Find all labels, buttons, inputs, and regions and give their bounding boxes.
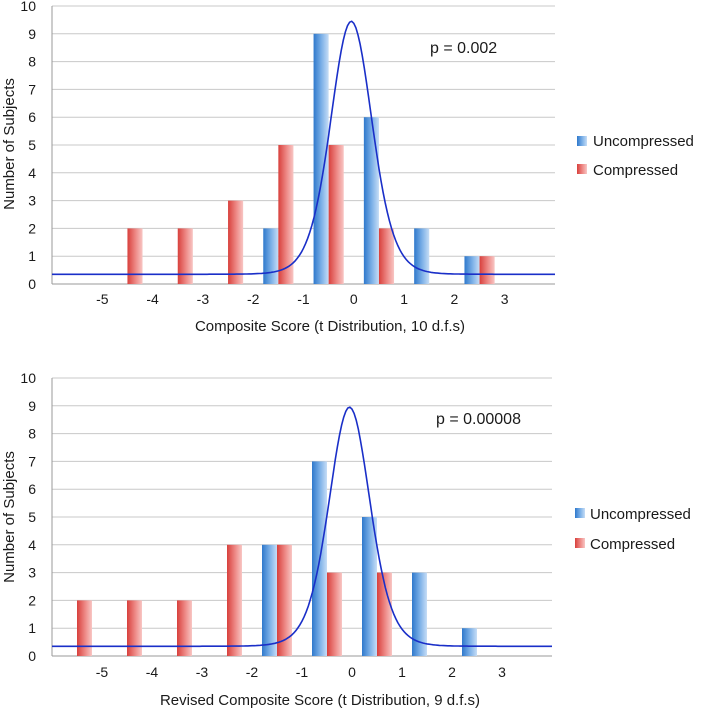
y-tick-label: 5 [28,137,36,153]
y-axis-title: Number of Subjects [1,451,18,583]
y-tick-label: 4 [28,165,36,181]
x-tick-label: 2 [448,664,456,680]
bar-compressed [127,228,143,284]
bar-uncompressed [313,33,329,284]
x-tick-label: 1 [398,664,406,680]
y-tick-label: 4 [28,537,36,553]
bar-compressed [378,228,395,284]
x-tick-label: -5 [96,664,109,680]
fit-curve-layer [52,406,552,648]
x-tick-labels: -5 -4 -3 -2 -1 0 1 2 3 [96,664,506,680]
x-tick-label: 1 [400,291,408,307]
bar-compressed [77,600,92,656]
legend-swatch-uncompressed [577,136,587,146]
legend-label-compressed: Compressed [590,536,675,553]
legend-swatch-compressed [575,538,585,548]
bar-uncompressed [362,517,377,656]
x-tick-label: -3 [197,291,210,307]
bar-compressed [328,145,344,284]
y-tick-labels: 0 1 2 3 4 5 6 7 8 9 10 [20,0,36,292]
x-tick-label: -1 [296,664,309,680]
y-tick-label: 2 [28,220,36,236]
y-axis-title: Number of Subjects [1,78,18,210]
y-tick-label: 6 [28,481,36,497]
x-tick-label: -5 [96,291,109,307]
x-tick-label: -2 [247,291,260,307]
bar-uncompressed [414,228,430,284]
x-tick-label: -4 [146,291,159,307]
y-tick-label: 2 [28,592,36,608]
legend: Uncompressed Compressed [575,506,691,553]
bar-compressed [177,600,192,656]
y-tick-label: 6 [28,109,36,125]
fit-curve [52,406,552,648]
y-tick-label: 0 [28,276,36,292]
bar-compressed [177,228,193,284]
y-tick-label: 7 [28,453,36,469]
bar-compressed [327,572,342,656]
p-value-annotation: p = 0.002 [430,40,497,57]
y-tick-label: 3 [28,193,36,209]
bar-compressed [377,572,392,656]
y-tick-label: 7 [28,81,36,97]
y-tick-label: 9 [28,398,36,414]
x-tick-label: 0 [350,291,358,307]
y-tick-label: 10 [20,0,36,14]
p-value-annotation: p = 0.00008 [436,411,521,428]
y-tick-label: 3 [28,565,36,581]
y-tick-label: 5 [28,509,36,525]
legend-swatch-compressed [577,164,587,174]
legend: Uncompressed Compressed [577,133,694,179]
y-tick-label: 1 [28,620,36,636]
x-tick-label: 3 [498,664,506,680]
bar-compressed [227,544,242,656]
bar-uncompressed [462,628,477,656]
y-tick-label: 10 [20,370,36,386]
bar-compressed [277,544,292,656]
bars [77,461,477,656]
bar-compressed [278,145,294,284]
x-tick-label: -4 [146,664,159,680]
legend-label-compressed: Compressed [593,162,678,179]
bar-uncompressed [412,572,427,656]
bars [127,33,495,284]
legend-swatch-uncompressed [575,508,585,518]
bar-compressed [479,256,495,284]
y-tick-labels: 0 1 2 3 4 5 6 7 8 9 10 [20,370,36,664]
legend-label-uncompressed: Uncompressed [590,506,691,523]
y-tick-label: 8 [28,54,36,70]
bar-uncompressed [263,228,279,284]
bar-compressed [127,600,142,656]
x-tick-label: -2 [246,664,259,680]
x-tick-label: -3 [196,664,209,680]
bar-compressed [228,200,244,284]
x-axis-title: Revised Composite Score (t Distribution,… [160,692,480,709]
y-tick-label: 8 [28,426,36,442]
fit-curve [52,20,555,276]
y-tick-label: 9 [28,26,36,42]
x-tick-label: -1 [297,291,310,307]
chart-top: 0 1 2 3 4 5 6 7 8 9 10 -5 -4 -3 -2 -1 0 1 2 3 Number of Su… [1,0,694,335]
y-tick-label: 0 [28,648,36,664]
fit-curve-layer [52,20,555,276]
legend-label-uncompressed: Uncompressed [593,133,694,150]
x-tick-label: 2 [451,291,459,307]
bar-uncompressed [262,544,277,656]
bar-uncompressed [363,117,379,284]
x-tick-label: 0 [348,664,356,680]
x-tick-labels: -5 -4 -3 -2 -1 0 1 2 3 [96,291,509,307]
chart-bottom: 0 1 2 3 4 5 6 7 8 9 10 -5 -4 -3 -2 -1 0 1 2 3 Number of Su… [1,370,691,709]
bar-uncompressed [464,256,480,284]
y-tick-label: 1 [28,248,36,264]
x-axis-title: Composite Score (t Distribution, 10 d.f.… [195,318,465,335]
x-tick-label: 3 [501,291,509,307]
